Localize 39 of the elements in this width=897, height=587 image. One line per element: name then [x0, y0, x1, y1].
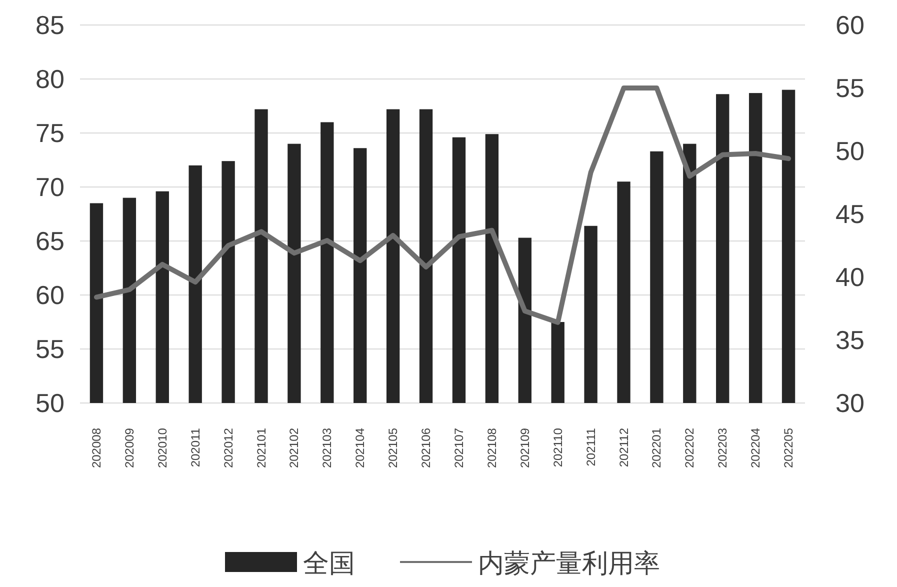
- y-tick-label: 60: [36, 280, 64, 310]
- y-tick-label: 75: [36, 118, 64, 148]
- y2-tick-label: 55: [836, 73, 864, 103]
- x-tick-label: 202103: [320, 428, 334, 468]
- x-tick-label: 202203: [716, 428, 730, 468]
- x-tick-label: 202105: [386, 428, 400, 468]
- y2-tick-label: 50: [836, 136, 864, 166]
- x-tick-label: 202101: [254, 428, 268, 468]
- x-tick-label: 202109: [518, 428, 532, 468]
- legend-label: 全国: [303, 548, 355, 578]
- x-tick-label: 202106: [419, 428, 434, 468]
- x-tick-label: 202111: [584, 428, 598, 466]
- x-tick-label: 202107: [452, 428, 466, 468]
- y-tick-label: 70: [36, 172, 64, 202]
- x-tick-label: 202104: [353, 428, 368, 468]
- x-tick-label: 202201: [650, 428, 664, 468]
- x-tick-label: 202202: [682, 428, 697, 468]
- y2-tick-label: 30: [836, 388, 864, 418]
- y-tick-label: 50: [36, 388, 64, 418]
- x-tick-label: 202205: [782, 428, 796, 468]
- x-tick-label: 202204: [748, 428, 763, 468]
- x-tick-label: 202102: [287, 428, 302, 468]
- legend-label: 内蒙产量利用率: [478, 548, 660, 578]
- x-tick-label: 202110: [550, 428, 565, 468]
- x-tick-label: 202108: [484, 428, 499, 468]
- x-tick-label: 202010: [155, 428, 170, 468]
- y2-tick-label: 45: [836, 199, 864, 229]
- y-tick-label: 85: [36, 10, 64, 40]
- y2-tick-label: 60: [836, 10, 864, 40]
- x-tick-label: 202112: [616, 428, 631, 468]
- y2-tick-label: 40: [836, 262, 864, 292]
- y-tick-label: 55: [36, 334, 64, 364]
- x-tick-label: 202009: [122, 428, 136, 468]
- x-tick-label: 202008: [89, 428, 104, 468]
- x-tick-label: 202012: [221, 428, 236, 468]
- x-tick-label: 202011: [188, 428, 202, 468]
- y-tick-label: 65: [36, 226, 64, 256]
- y2-tick-label: 35: [836, 325, 864, 355]
- y-tick-label: 80: [36, 64, 64, 94]
